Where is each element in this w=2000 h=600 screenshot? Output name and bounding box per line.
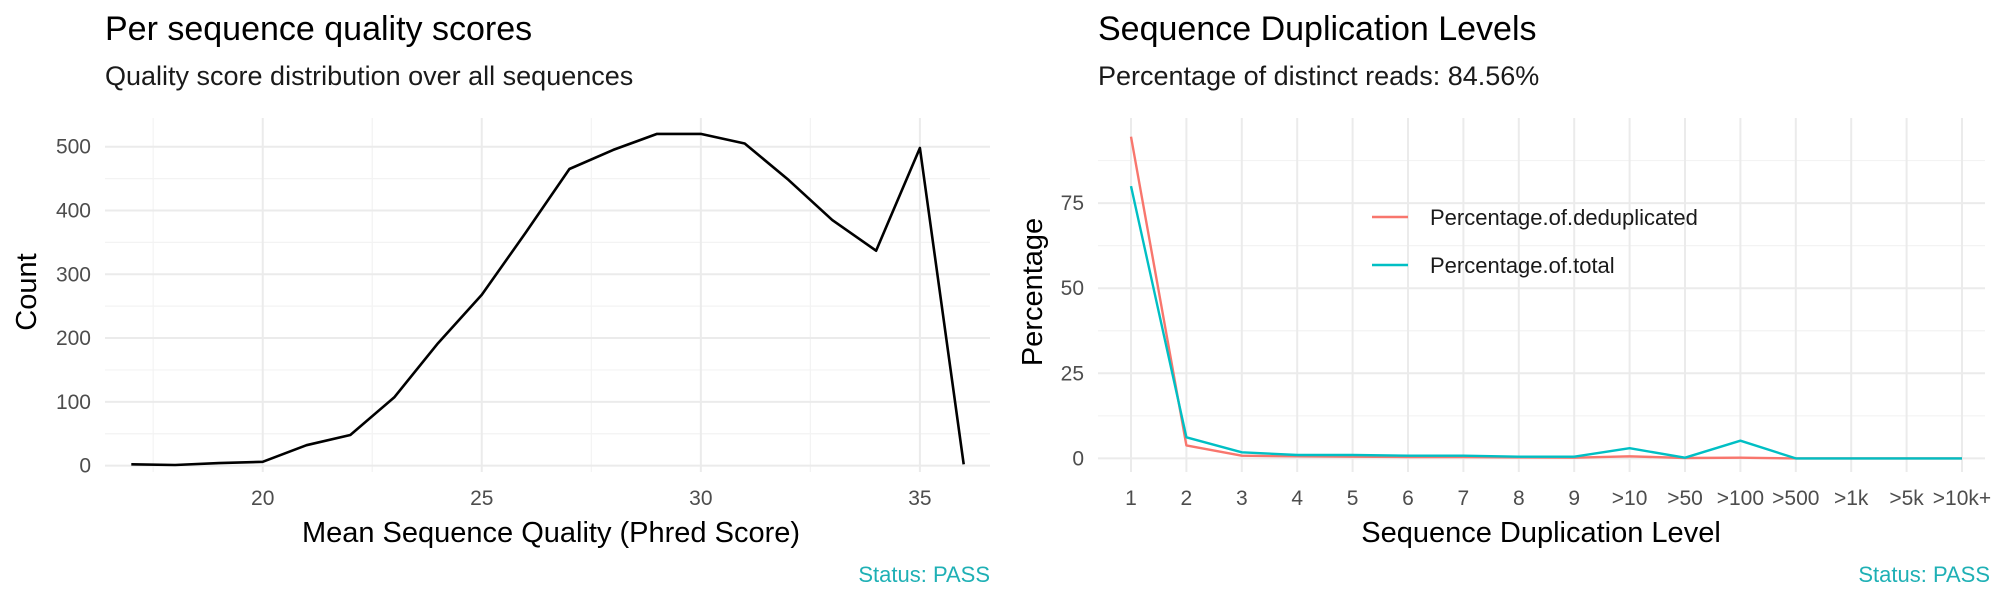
y-tick-label: 200 [56, 327, 91, 350]
y-tick-label: 500 [56, 136, 91, 159]
legend-label: Percentage.of.deduplicated [1430, 205, 1698, 230]
x-tick-label: >1k [1834, 487, 1869, 510]
series-line-total [1129, 185, 1962, 460]
x-tick-label: >50 [1667, 487, 1703, 510]
quality-chart-x-ticks: 20 25 30 35 [251, 487, 932, 510]
quality-chart: Per sequence quality scores Quality scor… [11, 10, 990, 587]
x-tick-label: >5k [1889, 487, 1924, 510]
duplication-chart-grid [1098, 118, 1985, 472]
duplication-chart-y-ticks: 0 25 50 75 [1061, 192, 1084, 470]
duplication-chart-y-axis-title: Percentage [1017, 218, 1049, 366]
quality-chart-status: Status: PASS [858, 562, 990, 587]
quality-chart-subtitle: Quality score distribution over all sequ… [105, 61, 633, 91]
y-tick-label: 25 [1061, 362, 1084, 385]
x-tick-label: 6 [1402, 487, 1414, 510]
duplication-chart-x-axis-title: Sequence Duplication Level [1361, 517, 1721, 549]
x-tick-label: 25 [470, 487, 493, 510]
quality-chart-title: Per sequence quality scores [105, 10, 532, 48]
x-tick-label: 3 [1236, 487, 1248, 510]
x-tick-label: 9 [1568, 487, 1580, 510]
x-tick-label: 4 [1291, 487, 1303, 510]
y-tick-label: 50 [1061, 277, 1084, 300]
duplication-chart-x-ticks: 1 2 3 4 5 6 7 8 9 >10 >50 >100 >500 >1k >5k >10k+ [1125, 487, 1991, 510]
x-tick-label: >500 [1772, 487, 1819, 510]
duplication-chart-status: Status: PASS [1858, 562, 1990, 587]
quality-chart-series [131, 132, 965, 467]
legend-label: Percentage.of.total [1430, 253, 1615, 278]
duplication-chart-subtitle: Percentage of distinct reads: 84.56% [1098, 61, 1539, 91]
duplication-chart-legend: Percentage.of.deduplicated Percentage.of.… [1372, 205, 1698, 278]
y-tick-label: 300 [56, 263, 91, 286]
y-tick-label: 0 [79, 455, 91, 478]
x-tick-label: 1 [1125, 487, 1137, 510]
quality-chart-y-ticks: 0 100 200 300 400 500 [56, 136, 91, 478]
x-tick-label: 35 [908, 487, 931, 510]
x-tick-label: >100 [1717, 487, 1764, 510]
x-tick-label: 7 [1458, 487, 1470, 510]
y-tick-label: 400 [56, 199, 91, 222]
x-tick-label: >10k+ [1933, 487, 1991, 510]
quality-chart-y-axis-title: Count [11, 253, 43, 330]
x-tick-label: >10 [1612, 487, 1648, 510]
quality-chart-x-axis-title: Mean Sequence Quality (Phred Score) [302, 517, 800, 549]
y-tick-label: 0 [1072, 447, 1084, 470]
x-tick-label: 5 [1347, 487, 1359, 510]
duplication-chart-series [1129, 136, 1962, 460]
x-tick-label: 20 [251, 487, 274, 510]
duplication-chart: Sequence Duplication Levels Percentage o… [1017, 10, 1991, 587]
quality-chart-grid [105, 118, 990, 472]
series-line-count [131, 132, 965, 467]
duplication-chart-title: Sequence Duplication Levels [1098, 10, 1537, 48]
y-tick-label: 100 [56, 391, 91, 414]
y-tick-label: 75 [1061, 192, 1084, 215]
series-line-deduplicated [1129, 136, 1962, 460]
x-tick-label: 8 [1513, 487, 1525, 510]
x-tick-label: 2 [1181, 487, 1193, 510]
x-tick-label: 30 [689, 487, 712, 510]
